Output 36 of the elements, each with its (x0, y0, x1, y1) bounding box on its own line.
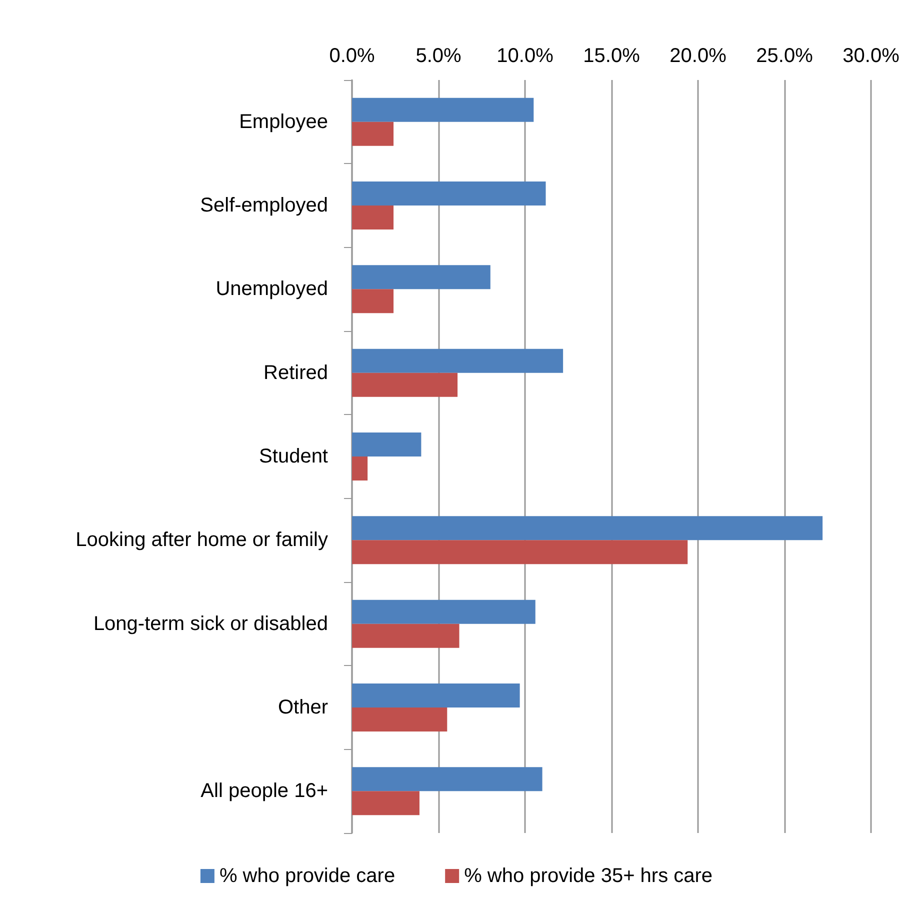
bar (352, 182, 546, 206)
bar (352, 289, 394, 314)
y-tick-label: Student (259, 446, 328, 468)
y-tick-label: Looking after home or family (76, 529, 328, 552)
bar (352, 348, 564, 373)
bar (352, 624, 460, 648)
x-tick-label: 30.0% (842, 45, 900, 67)
x-tick-label: 25.0% (756, 45, 814, 67)
bar (352, 684, 520, 708)
bar (352, 372, 458, 397)
legend-label: % who provide care (219, 865, 396, 887)
bar (352, 206, 394, 230)
x-tick-label: 0.0% (329, 45, 376, 67)
bar (352, 265, 490, 290)
legend-label: % who provide 35+ hrs care (464, 865, 713, 887)
bar (352, 122, 394, 146)
bar (352, 791, 420, 816)
bar (352, 540, 688, 564)
x-tick-label: 20.0% (670, 45, 727, 67)
bar (352, 708, 448, 732)
y-tick-label: Unemployed (216, 278, 328, 300)
y-tick-label: Long-term sick or disabled (93, 612, 328, 635)
y-tick-label: Employee (239, 110, 328, 133)
bar (352, 98, 534, 122)
y-tick-label: Self-employed (200, 194, 328, 216)
x-tick-label: 10.0% (496, 45, 554, 67)
y-tick-label: All people 16+ (200, 780, 328, 802)
bar (352, 516, 823, 540)
x-tick-label: 5.0% (416, 45, 462, 67)
y-tick-label: Retired (264, 362, 328, 384)
bar (352, 456, 368, 480)
bar (352, 600, 536, 624)
x-tick-label: 15.0% (583, 45, 640, 67)
bar (352, 432, 422, 456)
y-tick-label: Other (278, 696, 328, 718)
bar (352, 767, 542, 792)
